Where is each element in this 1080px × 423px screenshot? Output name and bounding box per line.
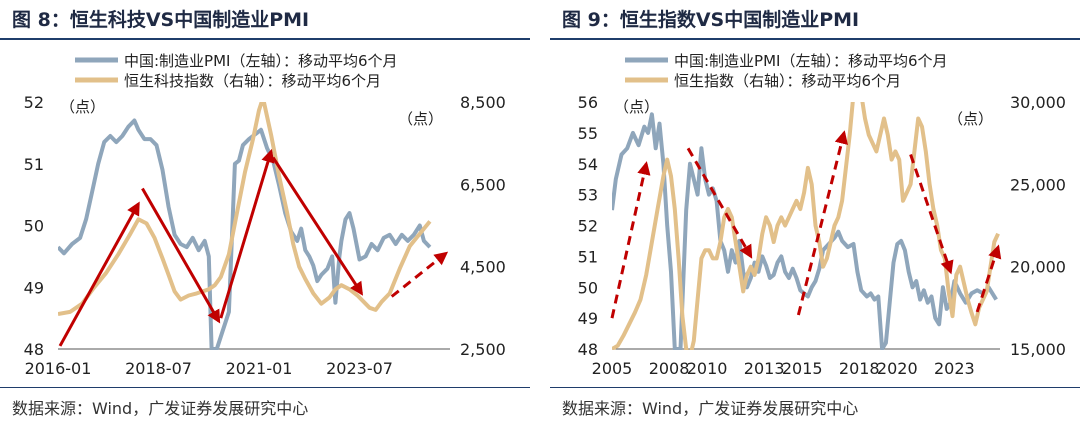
right-y-tick-label: 15,000 — [1010, 340, 1066, 359]
left-y-tick-label: 48 — [24, 340, 44, 359]
figure-title: 图 8：恒生科技VS中国制造业PMI — [12, 9, 310, 31]
figure-9-panel: 图 9：恒生指数VS中国制造业PMI 48 49 50 51 52 53 54 55 56 15,… — [550, 0, 1080, 423]
x-tick-label: 2005 — [592, 359, 633, 378]
index-series-line — [612, 102, 1000, 350]
source-rule — [0, 387, 530, 388]
x-tick-label: 2023-07 — [326, 359, 393, 378]
pmi-series-line — [58, 118, 432, 350]
x-tick-label: 2015 — [782, 359, 823, 378]
right-y-tick-label: 20,000 — [1010, 258, 1066, 277]
x-tick-label: 2018-07 — [125, 359, 192, 378]
legend-label: 恒生指数（右轴）：移动平均6个月 — [674, 72, 901, 90]
x-tick-label: 2013 — [744, 359, 785, 378]
trend-arrow — [610, 161, 651, 319]
right-axis-unit: （点） — [398, 110, 443, 128]
left-axis-unit: （点） — [60, 98, 105, 116]
legend-label: 中国:制造业PMI（左轴）：移动平均6个月 — [124, 52, 398, 70]
trend-arrow — [141, 187, 221, 324]
right-y-tick-label: 2,500 — [460, 340, 506, 359]
right-y-tick-label: 30,000 — [1010, 93, 1066, 112]
x-tick-label: 2020 — [877, 359, 918, 378]
left-y-tick-label: 50 — [24, 217, 44, 236]
x-tick-label: 2016-01 — [25, 359, 92, 378]
left-y-tick-label: 53 — [578, 186, 598, 205]
right-axis-unit: （点） — [948, 110, 993, 128]
trend-arrow — [909, 154, 954, 275]
trend-arrow — [58, 201, 140, 347]
title-rule — [550, 38, 1080, 40]
left-y-tick-label: 52 — [24, 93, 44, 112]
left-y-tick-label: 49 — [24, 278, 44, 297]
left-y-tick-label: 55 — [578, 124, 598, 143]
index-series-line — [58, 102, 432, 316]
left-y-tick-label: 48 — [578, 340, 598, 359]
x-tick-label: 2023 — [934, 359, 975, 378]
right-y-tick-label: 8,500 — [460, 93, 506, 112]
left-y-tick-label: 51 — [24, 155, 44, 174]
trend-arrow — [219, 148, 275, 319]
left-y-tick-label: 50 — [578, 278, 598, 297]
right-y-tick-label: 25,000 — [1010, 175, 1066, 194]
right-y-tick-label: 4,500 — [460, 258, 506, 277]
legend-label: 恒生科技指数（右轴）：移动平均6个月 — [124, 72, 381, 90]
left-y-tick-label: 54 — [578, 155, 598, 174]
left-axis-unit: （点） — [614, 98, 659, 116]
trend-arrow — [390, 251, 449, 298]
legend-label: 中国:制造业PMI（左轴）：移动平均6个月 — [674, 52, 948, 70]
source-note: 数据来源：Wind，广发证券发展研究中心 — [562, 399, 859, 418]
chart-figure-8: 48 49 50 51 52 2,500 4,500 6,500 8,500 （点） （点） 2016… — [24, 52, 506, 378]
chart-figure-9: 48 49 50 51 52 53 54 55 56 15,000 20,000 25,000 30,0… — [578, 52, 1066, 378]
x-tick-label: 2010 — [687, 359, 728, 378]
trend-arrow — [796, 130, 848, 316]
trend-arrow — [271, 156, 364, 296]
trend-arrow — [686, 147, 753, 259]
x-tick-label: 2008 — [649, 359, 690, 378]
left-y-tick-label: 51 — [578, 247, 598, 266]
x-tick-label: 2021-01 — [226, 359, 293, 378]
trend-arrow — [975, 244, 1002, 313]
left-y-tick-label: 49 — [578, 309, 598, 328]
left-y-tick-label: 56 — [578, 93, 598, 112]
x-tick-label: 2018 — [839, 359, 880, 378]
source-note: 数据来源：Wind，广发证券发展研究中心 — [12, 399, 309, 418]
title-rule — [0, 38, 530, 40]
figure-title: 图 9：恒生指数VS中国制造业PMI — [562, 9, 860, 31]
right-y-tick-label: 6,500 — [460, 175, 506, 194]
figure-8-panel: 图 8：恒生科技VS中国制造业PMI 48 49 50 51 52 2,500 4,500 6… — [0, 0, 530, 423]
source-rule — [550, 387, 1080, 388]
left-y-tick-label: 52 — [578, 217, 598, 236]
